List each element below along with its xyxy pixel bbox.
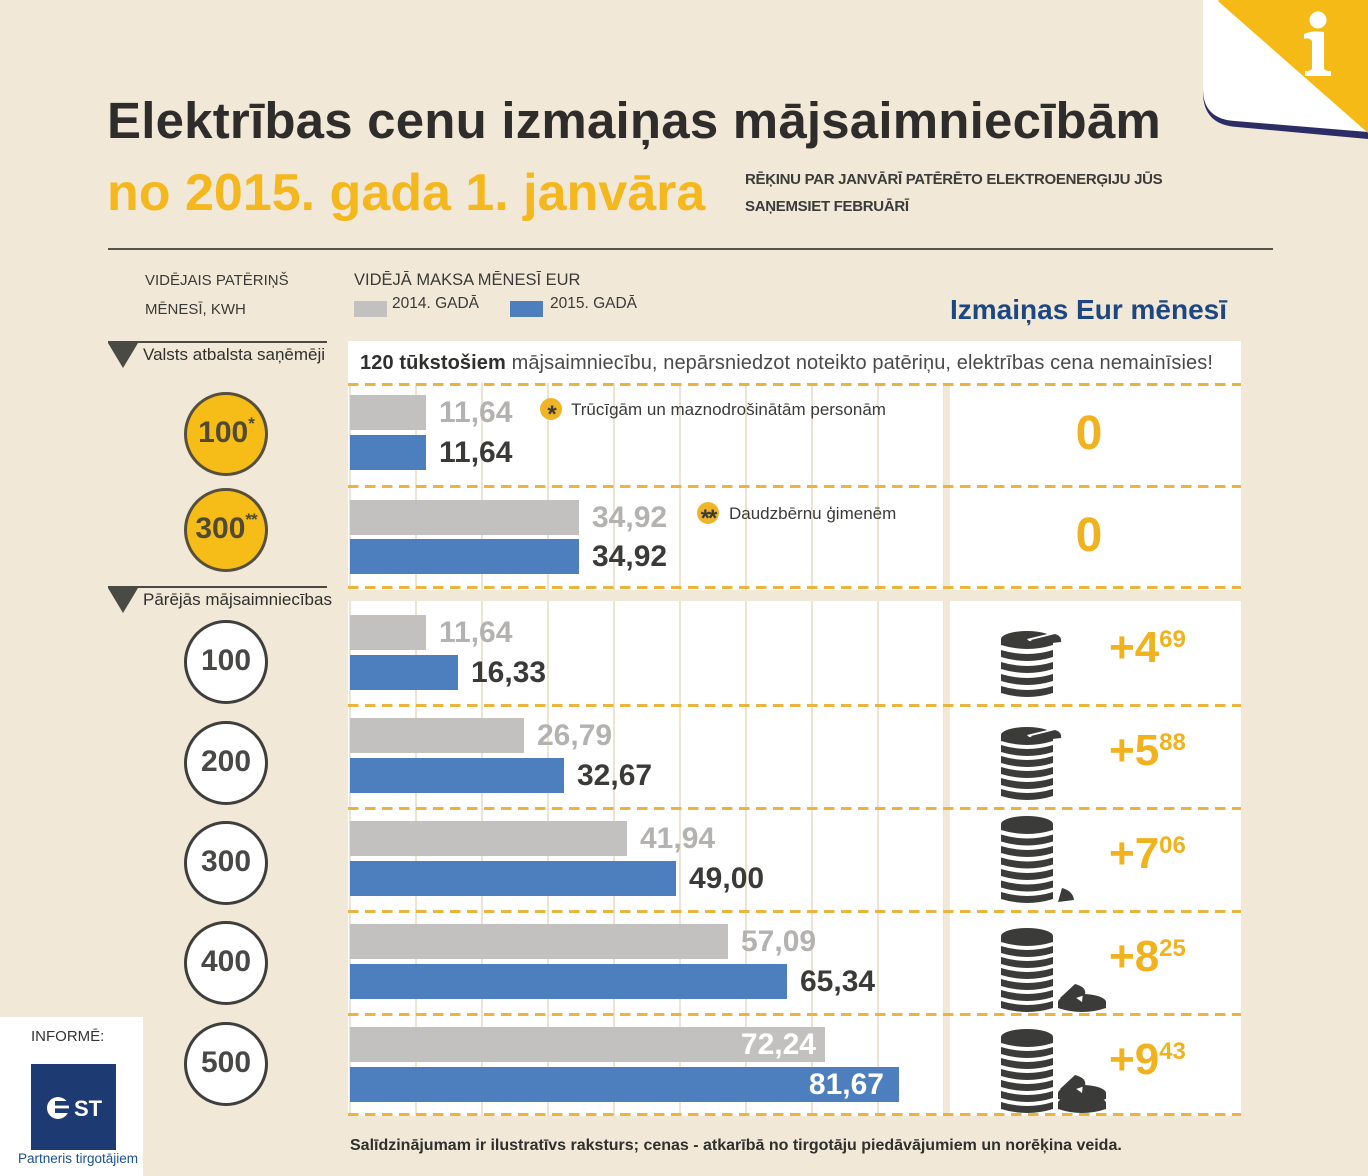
svg-text:ST: ST [74, 1096, 103, 1121]
